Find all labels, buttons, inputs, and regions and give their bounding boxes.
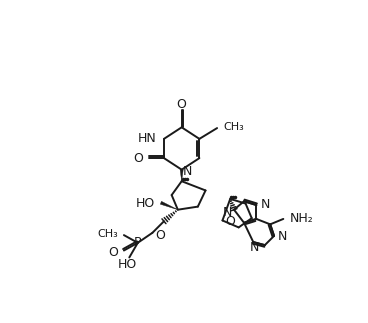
Text: P: P [134,236,142,249]
Text: HN: HN [138,132,156,145]
Text: NH₂: NH₂ [290,212,314,225]
Text: HO: HO [135,197,155,210]
Text: CH₃: CH₃ [223,122,244,132]
Text: N: N [223,205,233,219]
Text: N: N [278,230,287,243]
Text: N: N [250,241,259,254]
Text: O: O [177,99,187,111]
Text: O: O [226,215,236,228]
Text: N: N [183,165,192,178]
Text: CH₃: CH₃ [97,229,118,239]
Text: O: O [156,229,165,242]
Polygon shape [180,170,183,181]
Text: O: O [109,246,118,259]
Text: N: N [261,198,270,211]
Text: O: O [133,151,143,165]
Text: HO: HO [118,258,137,271]
Polygon shape [160,201,178,210]
